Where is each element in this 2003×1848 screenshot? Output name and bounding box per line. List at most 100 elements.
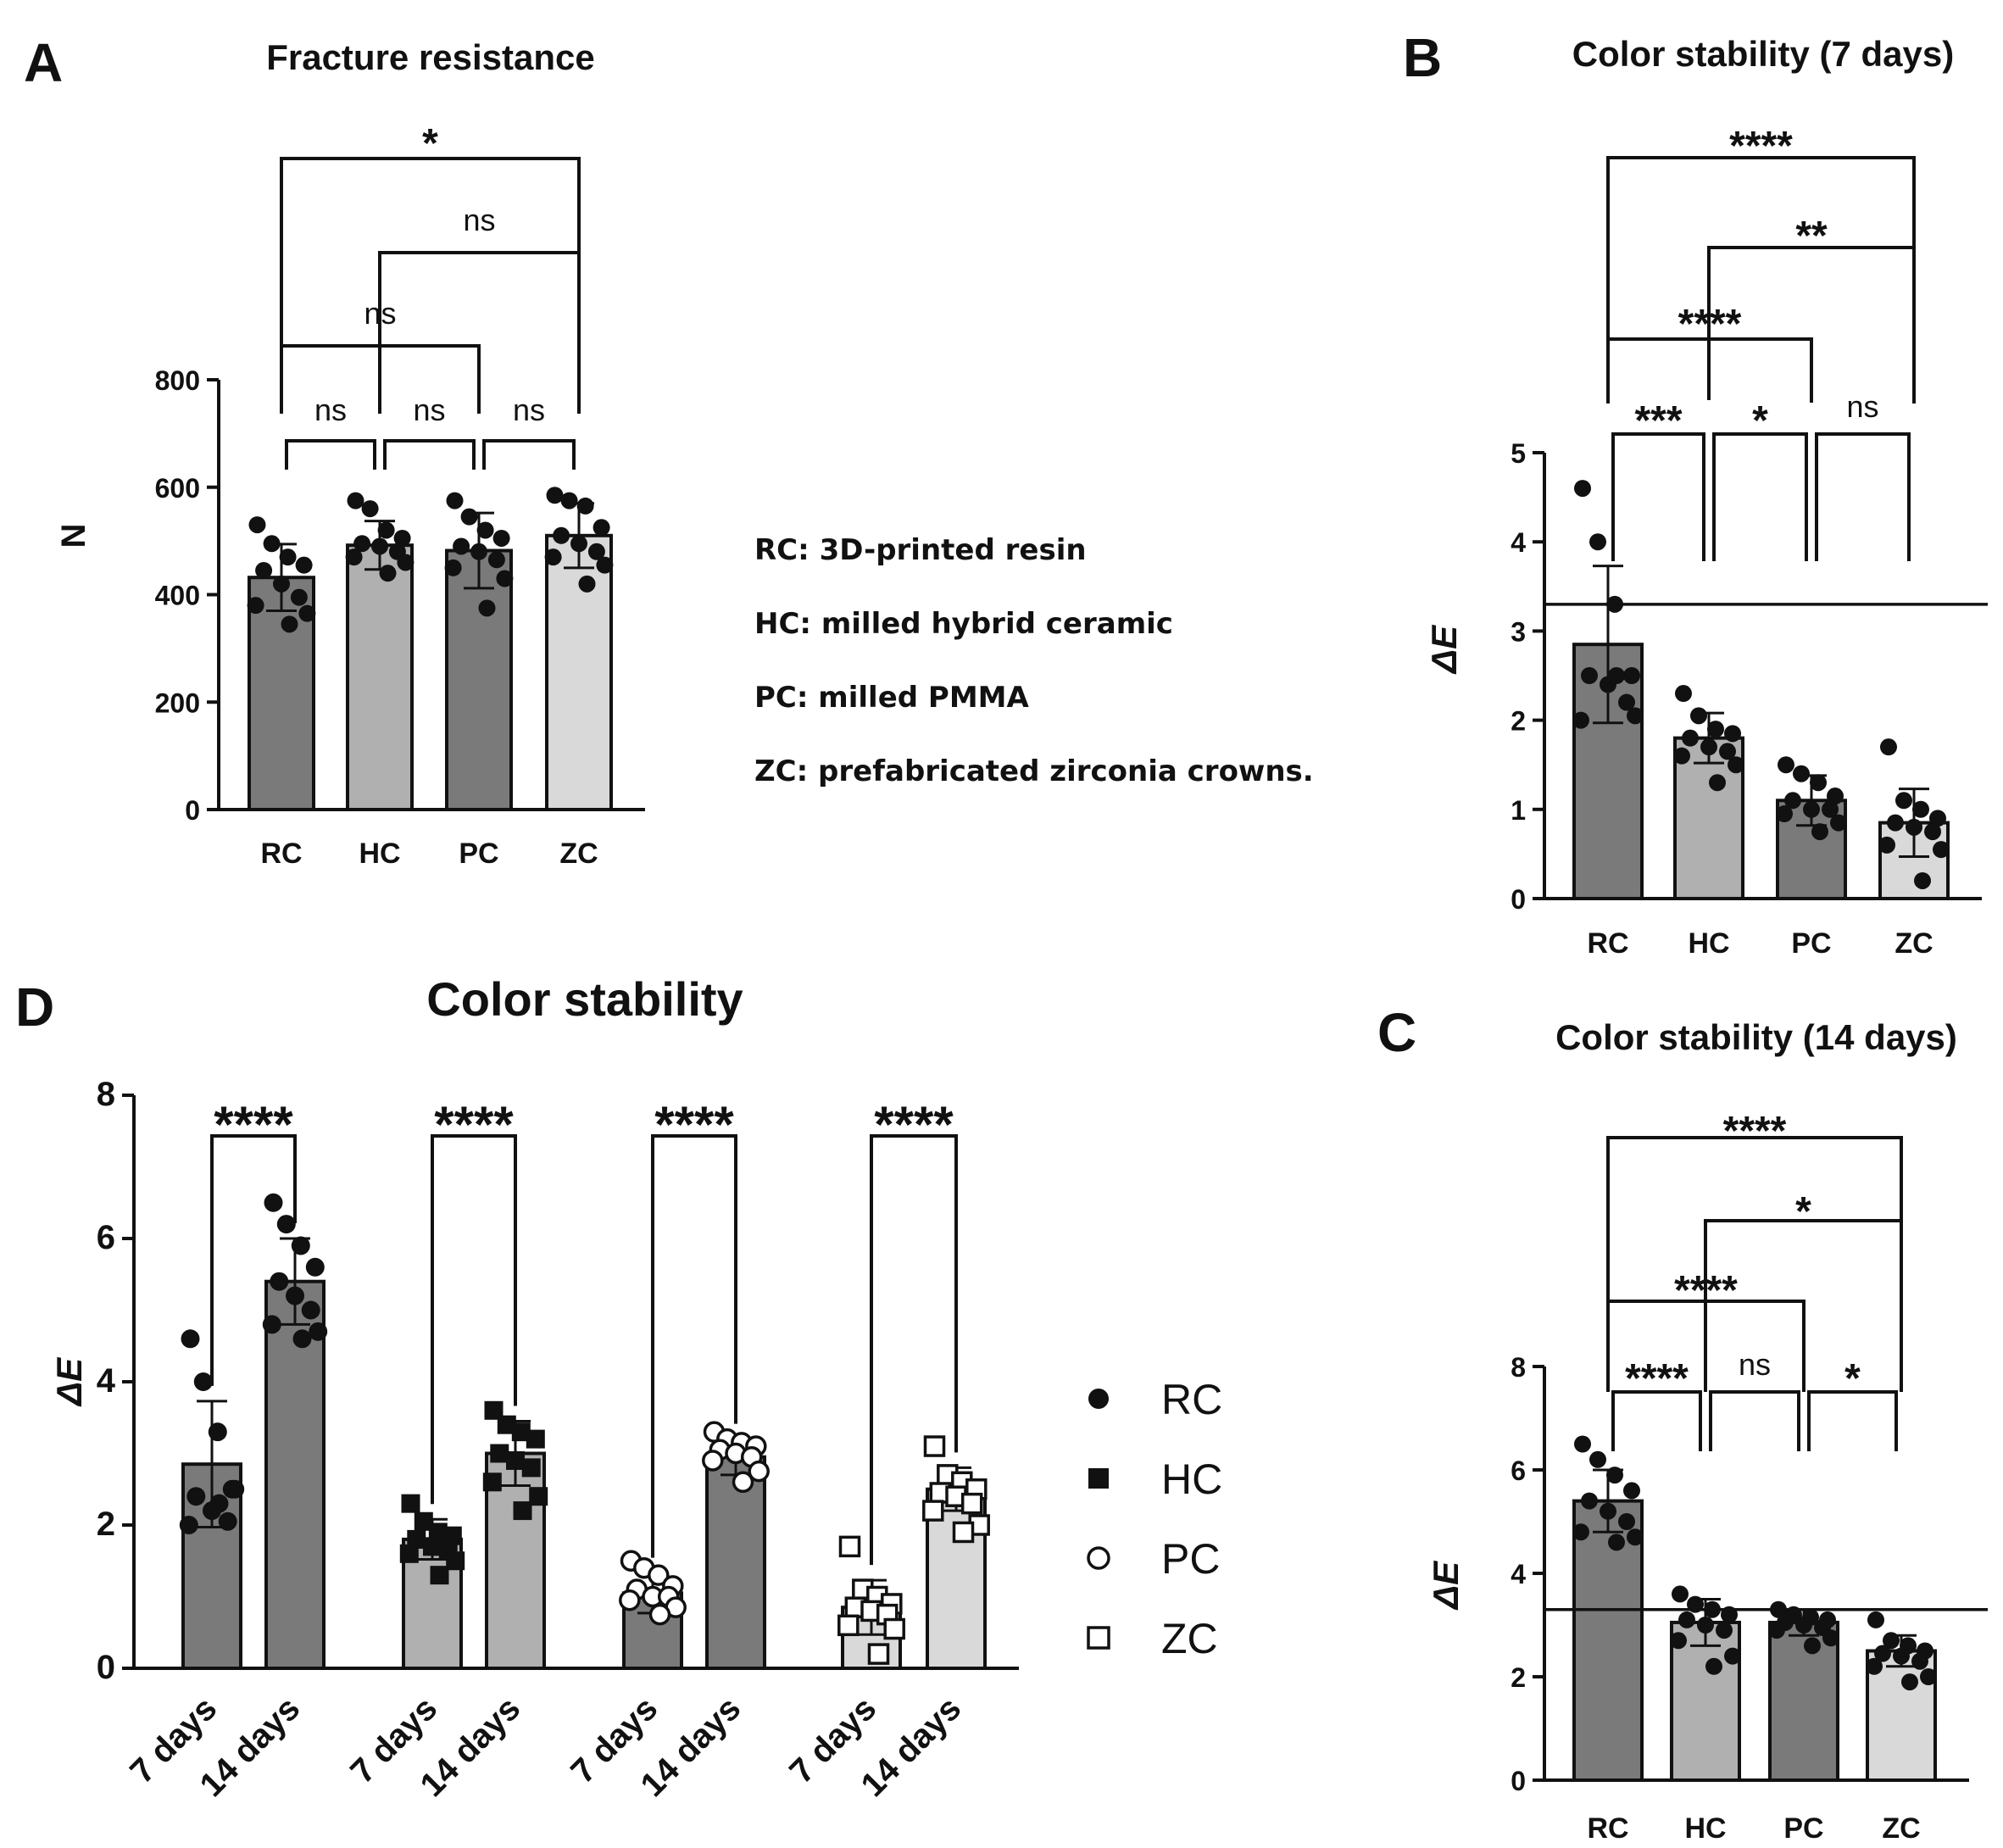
data-point — [838, 1535, 861, 1558]
y-axis-label: N — [55, 524, 92, 548]
data-point — [578, 575, 596, 593]
panel-letter-b: B — [1403, 27, 1442, 88]
data-point — [286, 1286, 304, 1305]
data-point — [1776, 805, 1793, 823]
significance-bracket — [280, 157, 581, 413]
data-point — [281, 615, 298, 633]
data-point — [1911, 1652, 1928, 1670]
y-tick-label: 8 — [1511, 1352, 1526, 1383]
bar — [545, 533, 613, 811]
significance-label: **** — [654, 1096, 734, 1153]
legend-marker — [1088, 1468, 1109, 1489]
data-point — [1581, 1492, 1598, 1510]
data-point — [1600, 1502, 1616, 1520]
significance-label: ns — [513, 392, 545, 427]
y-tick-label: 3 — [1511, 616, 1526, 647]
data-point — [305, 1257, 325, 1277]
significance-bracket — [210, 1134, 297, 1386]
data-point — [1887, 814, 1904, 832]
data-point — [470, 543, 487, 560]
data-point — [1933, 841, 1950, 859]
y-tick-label: 0 — [1511, 884, 1526, 915]
significance-label: ns — [413, 392, 445, 427]
chart-title: Color stability (7 days) — [1572, 34, 1954, 74]
data-point — [1589, 1450, 1606, 1468]
data-point — [648, 1564, 670, 1586]
data-point — [1705, 1657, 1722, 1675]
data-point — [1700, 738, 1717, 756]
significance-label: * — [1795, 1189, 1811, 1234]
significance-label: **** — [1729, 124, 1793, 169]
chart-title: Color stability (14 days) — [1555, 1017, 1957, 1057]
legend-label: PC — [1161, 1535, 1220, 1583]
bar — [346, 543, 414, 811]
legend-label: ZC — [1161, 1615, 1218, 1662]
significance-bracket — [285, 439, 376, 470]
y-tick-label: 2 — [1511, 706, 1526, 737]
data-point — [181, 1329, 200, 1349]
significance-label: ns — [314, 392, 347, 427]
data-point — [1866, 1657, 1883, 1675]
legend-marker — [1087, 1546, 1110, 1570]
data-point — [1901, 1673, 1918, 1691]
data-point — [371, 537, 388, 555]
significance-bracket — [1606, 156, 1916, 404]
significance-label: ns — [463, 203, 495, 237]
significance-label: **** — [1625, 1356, 1689, 1401]
data-point — [1883, 1632, 1900, 1650]
data-point — [952, 1521, 975, 1544]
data-point — [521, 1458, 541, 1478]
data-point — [497, 1415, 516, 1434]
significance-bracket — [870, 1134, 958, 1566]
data-point — [1574, 480, 1591, 498]
legend-marker — [1087, 1626, 1110, 1650]
data-point — [923, 1435, 946, 1457]
data-point — [179, 1516, 198, 1534]
x-tick-label: RC — [260, 838, 302, 870]
data-point — [1914, 871, 1931, 889]
significance-bracket — [651, 1134, 737, 1558]
data-point — [526, 1429, 545, 1449]
data-point — [414, 1511, 433, 1531]
bar — [1768, 1620, 1839, 1782]
data-point — [883, 1617, 905, 1640]
chart-color-stability-7-days: Color stability (7 days) ΔE 0 1 2 3 4 5 RC HC PC ZC… — [1424, 34, 1988, 960]
legend-label: RC — [1161, 1376, 1222, 1423]
y-tick-label: 0 — [1511, 1766, 1526, 1796]
significance-bracket — [431, 1134, 517, 1505]
significance-label: **** — [874, 1096, 954, 1153]
note-zc: ZC: prefabricated zirconia crowns. — [754, 754, 1314, 788]
data-point — [255, 561, 273, 579]
data-point — [1778, 756, 1794, 774]
bar — [705, 1455, 766, 1670]
data-point — [291, 1236, 310, 1255]
x-tick-label: RC — [1587, 1812, 1628, 1845]
x-tick-label: ZC — [559, 838, 598, 870]
data-point — [1716, 1622, 1733, 1639]
data-point — [1724, 725, 1741, 743]
y-tick-label: 0 — [97, 1649, 115, 1686]
y-axis-label: ΔE — [49, 1356, 89, 1407]
data-point — [1867, 1611, 1884, 1628]
data-point — [1728, 756, 1744, 774]
data-point — [1724, 1647, 1741, 1665]
y-tick-label: 200 — [155, 687, 200, 718]
y-tick-label: 600 — [155, 473, 200, 504]
data-point — [511, 1422, 531, 1442]
legend-label: HC — [1161, 1456, 1222, 1503]
data-point — [553, 526, 570, 544]
panel-letter-d: D — [15, 977, 54, 1038]
note-rc: RC: 3D-printed resin — [754, 533, 1087, 567]
significance-label: **** — [214, 1096, 293, 1153]
data-point — [1608, 667, 1625, 684]
data-point — [298, 604, 316, 622]
data-point — [1581, 667, 1598, 684]
data-point — [264, 1193, 283, 1212]
data-point — [453, 537, 470, 555]
significance-bracket — [1709, 1390, 1800, 1451]
data-point — [446, 1551, 465, 1571]
data-point — [1589, 533, 1606, 551]
y-axis-label: ΔE — [1424, 624, 1464, 675]
data-point — [442, 1526, 462, 1545]
data-point — [922, 1500, 944, 1522]
